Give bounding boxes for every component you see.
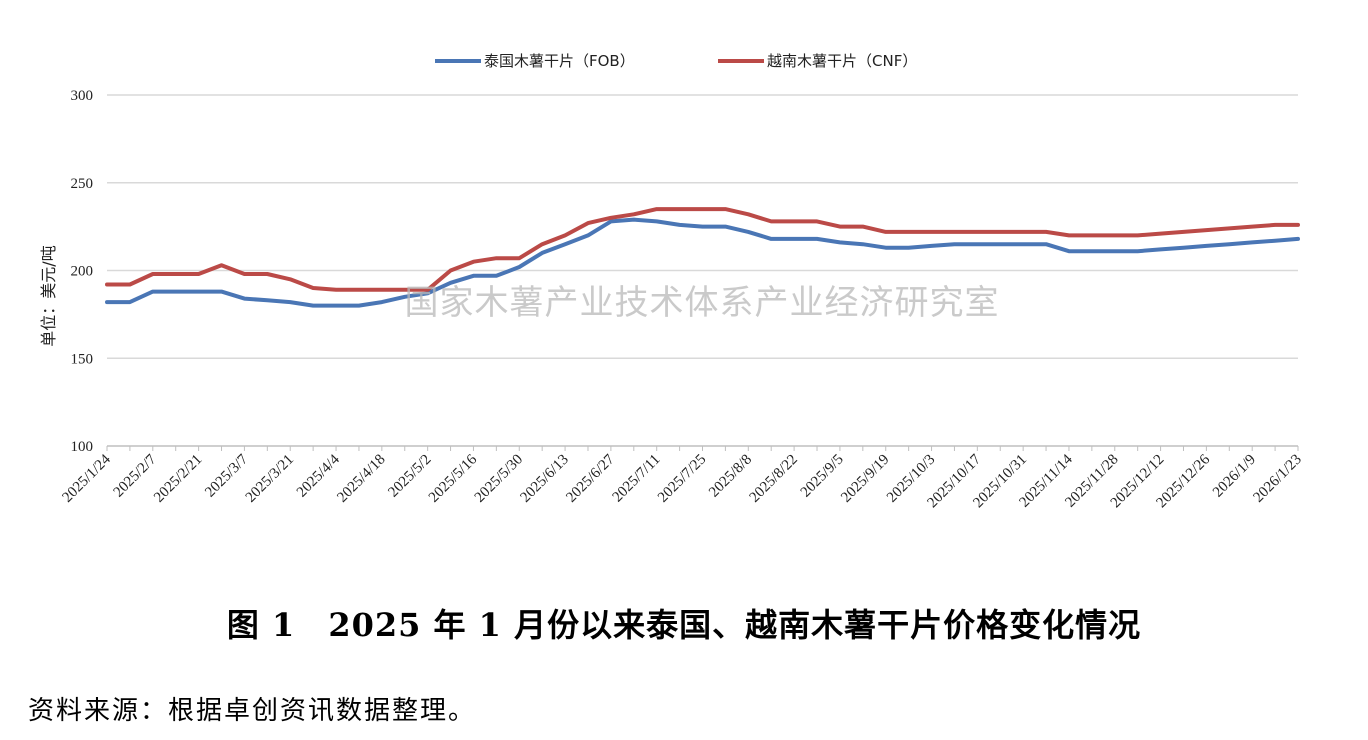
figure-caption: 图 1 2025 年 1 月份以来泰国、越南木薯干片价格变化情况 — [226, 606, 1142, 644]
y-tick-label: 150 — [71, 351, 94, 367]
watermark: 国家木薯产业技术体系产业经济研究室 — [405, 283, 1000, 323]
x-tick-label: 2025/6/13 — [518, 452, 572, 506]
y-tick-label: 200 — [71, 264, 94, 280]
y-axis-ticks: 100 150 200 250 300 — [71, 88, 94, 455]
y-tick-label: 300 — [71, 88, 94, 104]
source-note: 资料来源：根据卓创资讯数据整理。 — [28, 696, 477, 726]
x-tick-label: 2025/9/19 — [838, 452, 892, 506]
legend: 泰国木薯干片（FOB） 越南木薯干片（CNF） — [435, 52, 917, 70]
x-tick-label: 2026/1/23 — [1250, 452, 1304, 506]
x-tick-label: 2025/4/18 — [334, 452, 388, 506]
y-axis-label: 单位：美元/吨 — [39, 245, 58, 346]
x-tick-label: 2025/1/24 — [59, 451, 114, 506]
x-tick-label: 2025/2/21 — [151, 452, 205, 506]
x-axis: 2025/1/242025/2/72025/2/212025/3/72025/3… — [59, 445, 1305, 511]
x-tick-label: 2025/7/25 — [655, 452, 709, 506]
series-lines — [105, 207, 1300, 308]
y-tick-label: 100 — [71, 439, 94, 455]
legend-label-1: 泰国木薯干片（FOB） — [484, 52, 635, 70]
x-tick-label: 2025/6/27 — [563, 451, 618, 506]
y-tick-label: 250 — [71, 176, 94, 192]
x-tick-label: 2025/3/21 — [243, 452, 297, 506]
legend-label-2: 越南木薯干片（CNF） — [767, 52, 917, 70]
series-line-1 — [105, 217, 1300, 308]
x-tick-label: 2025/8/22 — [747, 452, 801, 506]
x-tick-label: 2025/7/11 — [610, 452, 664, 506]
gridlines — [107, 94, 1298, 359]
x-tick-label: 2025/5/30 — [472, 452, 526, 506]
x-tick-label: 2025/5/16 — [426, 451, 481, 506]
line-chart: 100 150 200 250 300 2025/1/242025/2/72025/2/… — [39, 52, 1305, 511]
series-line-2 — [105, 207, 1300, 292]
